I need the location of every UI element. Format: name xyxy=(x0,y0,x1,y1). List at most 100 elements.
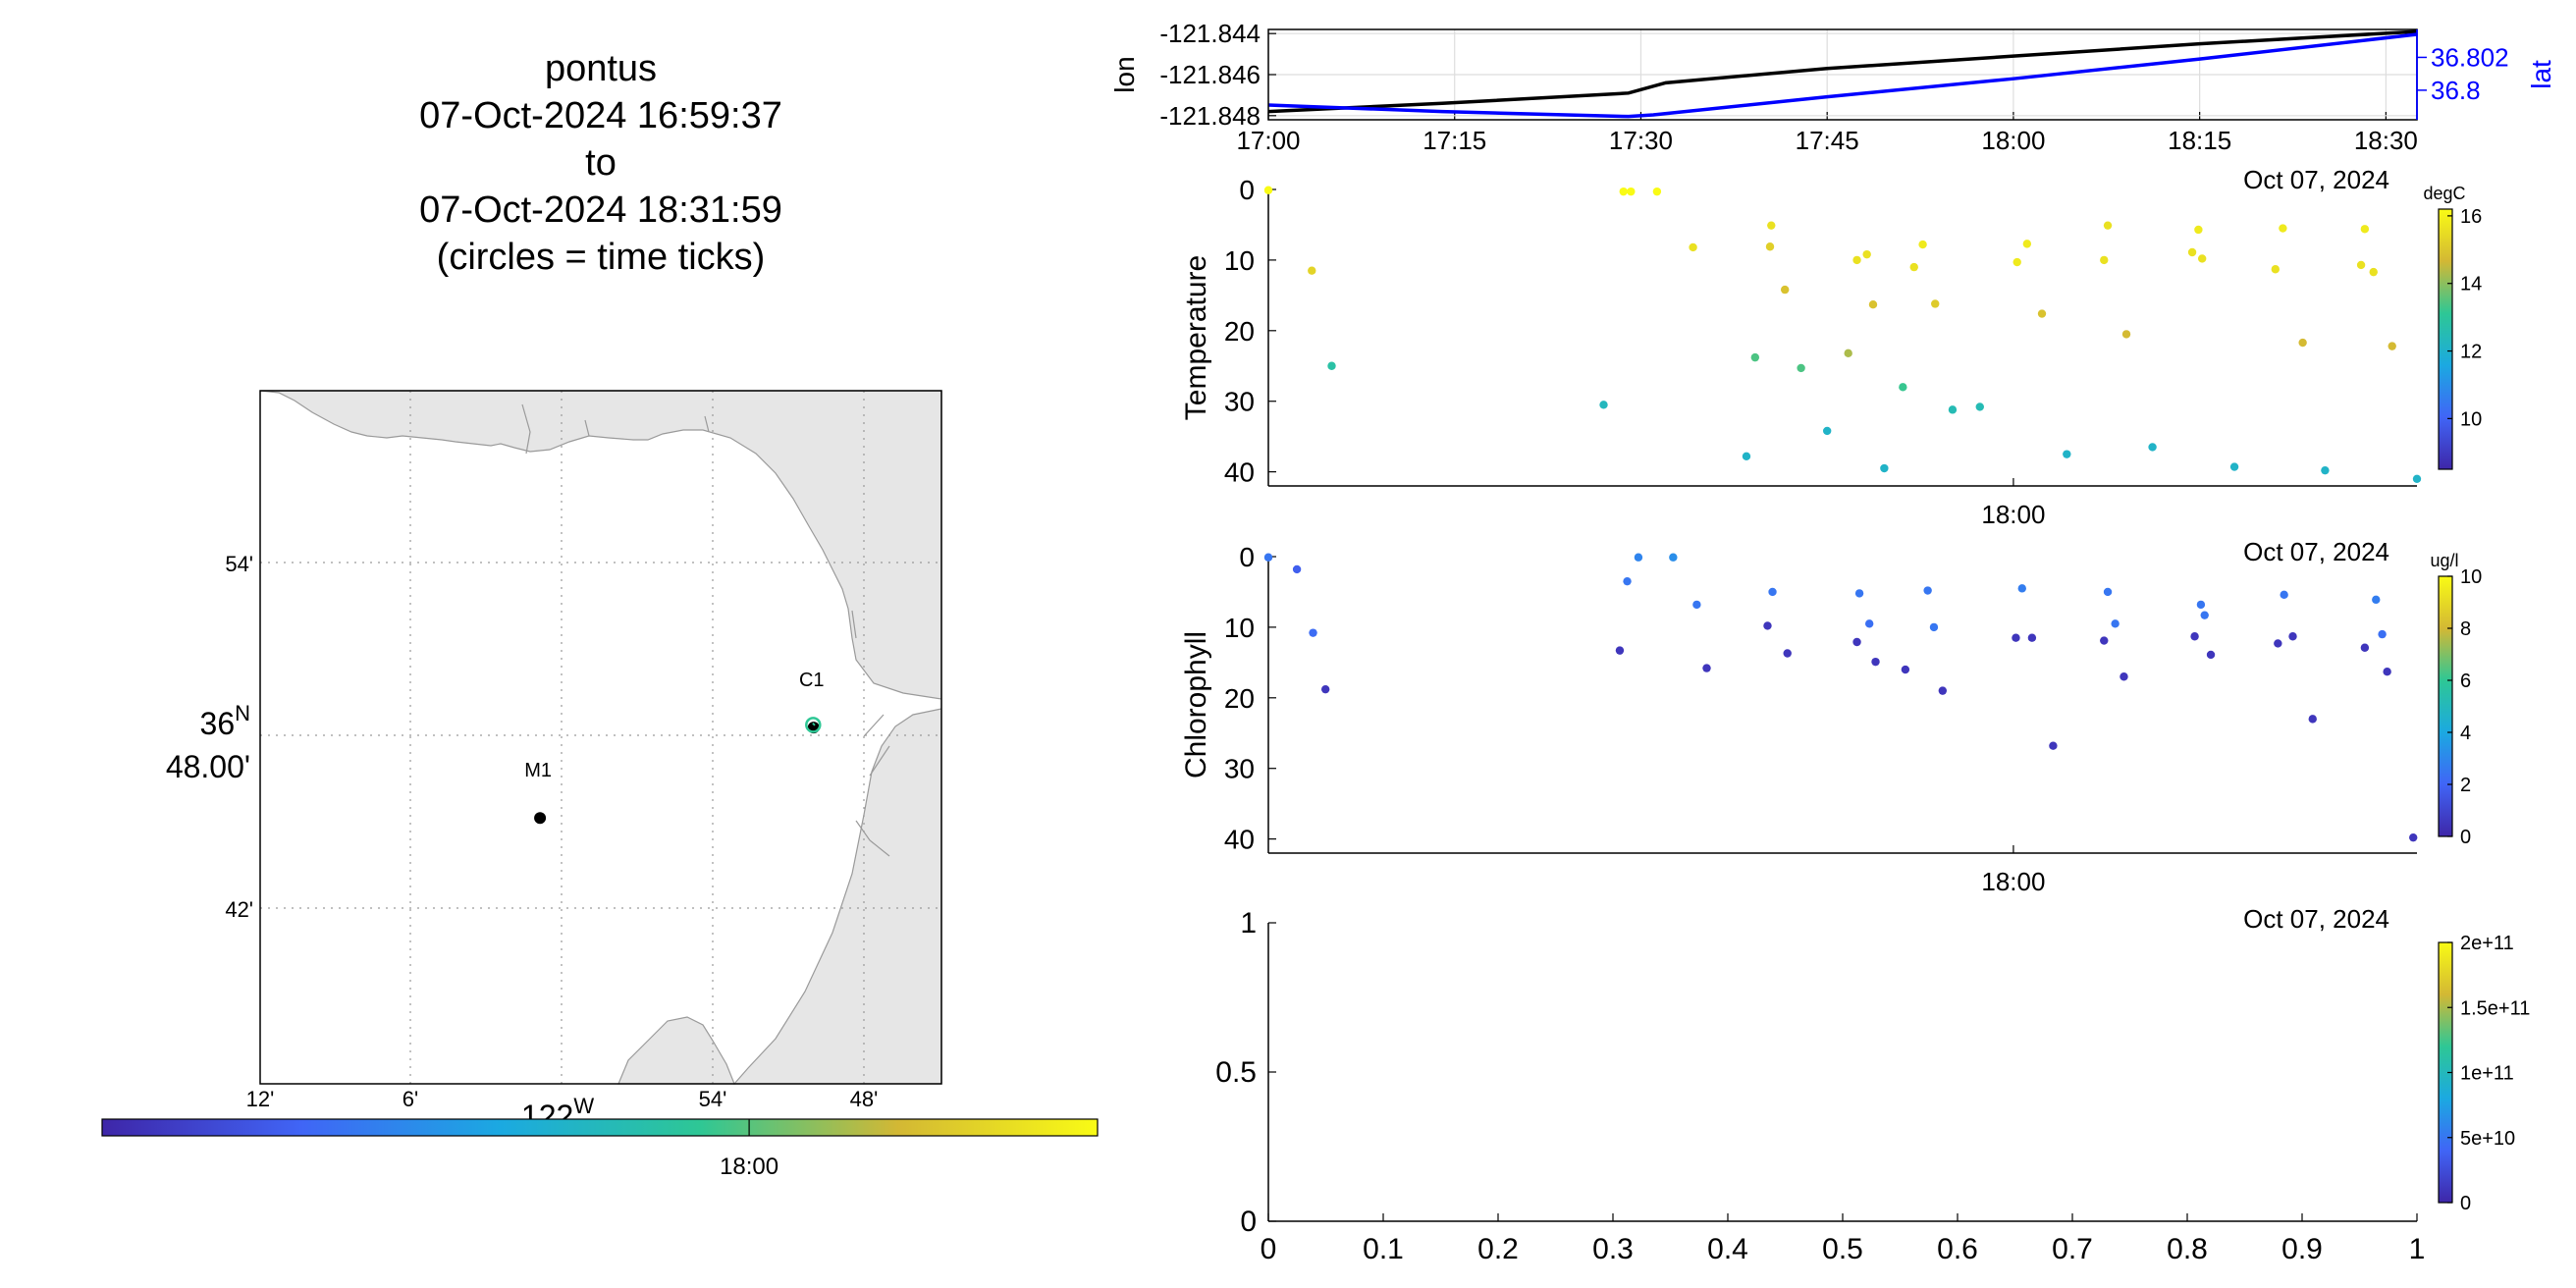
temperature-colorbar-label: degC xyxy=(2423,184,2465,203)
chlorophyll-data-point xyxy=(1623,576,1632,586)
lonlat-series-lon xyxy=(1267,29,2418,114)
empty-x-tick-label: 0 xyxy=(1261,1233,1277,1265)
chlorophyll-y-tick-label: 30 xyxy=(1224,754,1255,784)
lonlat-ylabel-right: lat xyxy=(2526,60,2556,89)
empty-x-tick-label: 0.5 xyxy=(1822,1233,1863,1265)
temperature-data-point xyxy=(2063,450,2071,458)
chlorophyll-data-point xyxy=(2274,639,2282,648)
temperature-data-point xyxy=(1689,242,1697,252)
temperature-data-point xyxy=(2279,224,2287,233)
temperature-data-point xyxy=(2022,240,2032,248)
chlorophyll-data-point xyxy=(2017,584,2026,593)
empty-y-tick-label: 1 xyxy=(1240,907,1257,939)
temperature-data-point xyxy=(1844,349,1852,358)
chlorophyll-data-point xyxy=(1854,589,1864,598)
chlorophyll-date-label: Oct 07, 2024 xyxy=(2243,904,2389,934)
temperature-data-point xyxy=(1327,361,1336,370)
temperature-data-point xyxy=(1308,266,1316,275)
temperature-data-point xyxy=(2197,254,2207,263)
chlorophyll-data-point xyxy=(1852,637,1861,647)
empty-x-tick-label: 0.4 xyxy=(1707,1233,1748,1265)
temperature-data-point xyxy=(2121,330,2131,339)
empty-colorbar-tick-label: 1e+11 xyxy=(2460,1063,2514,1085)
lonlat-date-label: Oct 07, 2024 xyxy=(2243,165,2389,194)
empty-y-tick-label: 0 xyxy=(1240,1206,1257,1238)
chlorophyll-data-point xyxy=(1763,621,1772,630)
chlorophyll-colorbar-tick-label: 8 xyxy=(2460,618,2471,640)
chlorophyll-colorbar-tick-label: 2 xyxy=(2460,775,2471,796)
map-peninsula xyxy=(617,1016,735,1085)
temperature-data-point xyxy=(1627,187,1636,196)
empty-colorbar-tick-label: 2e+11 xyxy=(2460,933,2514,954)
empty-x-tick-label: 0.6 xyxy=(1937,1233,1978,1265)
title-line-5: (circles = time ticks) xyxy=(437,237,766,278)
empty-x-tick-label: 0.1 xyxy=(1363,1233,1404,1265)
temperature-colorbar-tick-label: 12 xyxy=(2460,342,2482,363)
lonlat-x-tick-label: 17:30 xyxy=(1609,126,1673,155)
temperature-data-point xyxy=(1868,300,1878,309)
temperature-data-point xyxy=(2194,225,2203,235)
map-lon-tick-12: 12' xyxy=(246,1087,275,1111)
map-frame xyxy=(259,390,942,1085)
temperature-data-point xyxy=(1767,221,1776,230)
figure-title: pontus 07-Oct-2024 16:59:37 to 07-Oct-20… xyxy=(419,48,782,278)
chlorophyll-data-point xyxy=(2383,668,2391,676)
chlorophyll-data-point xyxy=(1783,649,1792,658)
lonlat-left-tick-label: -121.848 xyxy=(1159,101,1261,131)
station-layer: M1 C1 xyxy=(524,670,825,825)
chlorophyll-data-point xyxy=(2027,633,2037,642)
chlorophyll-colorbar xyxy=(2438,575,2453,837)
chlorophyll-data-point xyxy=(1901,665,1910,674)
temperature-data-point xyxy=(2187,247,2197,257)
temperature-data-point xyxy=(1899,383,1907,392)
station-marker-m1 xyxy=(534,812,547,825)
map-lat-main: 36N xyxy=(200,701,250,741)
empty-colorbar-tick-label: 1.5e+11 xyxy=(2460,997,2530,1019)
chlorophyll-data-point xyxy=(2409,832,2418,842)
temperature-data-point xyxy=(2369,267,2378,277)
chlorophyll-data-point xyxy=(2372,595,2381,605)
chlorophyll-data-point xyxy=(1634,553,1643,562)
chlorophyll-data-point xyxy=(1702,664,1711,672)
temperature-data-point xyxy=(1765,242,1775,251)
temperature-colorbar xyxy=(2438,208,2453,470)
empty-x-tick-label: 0.9 xyxy=(2281,1233,2323,1265)
lonlat-x-tick-label: 18:30 xyxy=(2354,126,2418,155)
chlorophyll-data-point xyxy=(1692,600,1701,610)
chlorophyll-data-point xyxy=(2206,650,2216,660)
chlorophyll-data-point xyxy=(2378,629,2387,639)
temperature-data-point xyxy=(1822,426,1832,436)
title-line-3: to xyxy=(585,142,617,184)
chlorophyll-y-tick-label: 40 xyxy=(1224,825,1255,855)
temperature-panel: 0 10 20 30 40 18:00 Oct 07, 2024 Temperature deg… xyxy=(1180,175,2482,566)
empty-x-tick-label: 0.8 xyxy=(2167,1233,2208,1265)
chlorophyll-data-point xyxy=(1938,686,1948,695)
temperature-data-point xyxy=(1852,255,1861,265)
chlorophyll-data-point xyxy=(1768,587,1777,597)
temperature-ylabel: Temperature xyxy=(1180,255,1212,420)
temperature-data-point xyxy=(1780,285,1790,295)
map-lon-tick-48: 48' xyxy=(850,1087,879,1111)
empty-panel: 0 0.1 0.2 0.3 0.4 0.5 0.6 0.7 0.8 0.9 1 0 0.5 1 0 5e+10… xyxy=(1215,907,2530,1265)
empty-colorbar-tick-label: 5e+10 xyxy=(2460,1128,2515,1150)
station-label-m1: M1 xyxy=(524,760,552,781)
chlorophyll-ylabel: Chlorophyll xyxy=(1180,631,1212,778)
temperature-y-tick-label: 30 xyxy=(1224,387,1255,417)
chlorophyll-data-point xyxy=(1615,646,1625,655)
chlorophyll-data-point xyxy=(2196,600,2206,610)
chlorophyll-data-point xyxy=(2280,590,2288,600)
chlorophyll-data-point xyxy=(2049,741,2058,750)
chlorophyll-x-tick-label: 18:00 xyxy=(1981,867,2045,896)
lonlat-right-tick-label: 36.802 xyxy=(2431,42,2509,72)
chlorophyll-y-tick-label: 20 xyxy=(1224,683,1255,714)
temperature-data-point xyxy=(2298,338,2307,348)
temperature-data-point xyxy=(2321,465,2330,475)
map-lon-tick-6: 6' xyxy=(402,1087,418,1111)
lonlat-right-tick-label: 36.8 xyxy=(2431,76,2481,105)
chlorophyll-data-point xyxy=(2360,643,2370,652)
temperature-data-point xyxy=(1880,463,1889,473)
empty-x-tick-label: 0.3 xyxy=(1592,1233,1634,1265)
chlorophyll-data-point xyxy=(1923,586,1932,595)
